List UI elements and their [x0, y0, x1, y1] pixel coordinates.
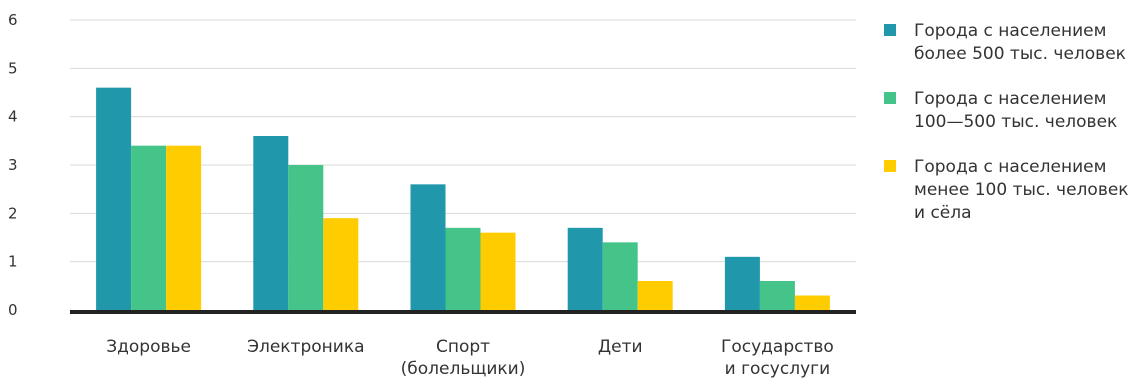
x-category-label: Государство: [721, 337, 834, 357]
legend-item-series-3: Города с населением менее 100 тыс. челов…: [884, 156, 1132, 225]
bar-series-1-category-4: [567, 227, 603, 310]
legend-label-series-2: Города с населением 100—500 тыс. человек: [914, 89, 1118, 132]
y-tick-label: 0: [8, 301, 18, 319]
y-tick-label: 4: [8, 108, 18, 126]
chart-legend: Города с населением более 500 тыс. челов…: [884, 20, 1132, 247]
x-axis-category-labels: Здоровье Электроника Спорт (болельщики) Дети…: [106, 337, 834, 378]
bars: [96, 87, 830, 311]
legend-swatch-series-3: [884, 160, 896, 172]
y-axis-tick-labels: 0 1 2 3 4 5 6: [8, 11, 18, 319]
y-tick-label: 2: [8, 204, 18, 222]
legend-swatch-series-1: [884, 24, 896, 36]
bar-series-2-category-5: [759, 281, 795, 310]
bar-series-2-category-1: [131, 145, 167, 310]
x-category-label: Здоровье: [106, 337, 191, 357]
legend-item-series-1: Города с населением более 500 тыс. челов…: [884, 20, 1132, 66]
bar-series-3-category-2: [323, 218, 359, 310]
bar-series-2-category-2: [288, 165, 324, 310]
y-tick-label: 1: [8, 253, 18, 271]
legend-label-series-1: Города с населением более 500 тыс. челов…: [914, 21, 1126, 64]
y-tick-label: 5: [8, 59, 18, 77]
bar-series-1-category-3: [410, 184, 446, 310]
x-category-label: Электроника: [247, 337, 364, 357]
y-tick-label: 3: [8, 156, 18, 174]
bar-chart: 0 1 2 3 4 5 6 Здоровье Электроника Спорт (болельщ…: [8, 11, 856, 378]
bar-series-2-category-3: [445, 227, 481, 310]
x-category-label: Дети: [598, 337, 643, 357]
bar-series-3-category-3: [480, 232, 516, 310]
y-tick-label: 6: [8, 11, 18, 29]
bar-series-3-category-5: [794, 295, 830, 310]
x-category-label: и госуслуги: [725, 359, 830, 378]
legend-item-series-2: Города с населением 100—500 тыс. человек: [884, 88, 1132, 134]
bar-series-1-category-2: [253, 136, 289, 310]
bar-series-3-category-1: [166, 145, 202, 310]
x-category-label: (болельщики): [401, 359, 526, 378]
legend-swatch-series-2: [884, 92, 896, 104]
legend-label-series-3: Города с населением менее 100 тыс. челов…: [914, 157, 1129, 223]
x-category-label: Спорт: [436, 337, 490, 357]
bar-series-1-category-1: [96, 87, 132, 311]
bar-series-1-category-5: [724, 256, 760, 310]
bar-series-2-category-4: [602, 242, 638, 310]
bar-series-3-category-4: [637, 281, 673, 310]
